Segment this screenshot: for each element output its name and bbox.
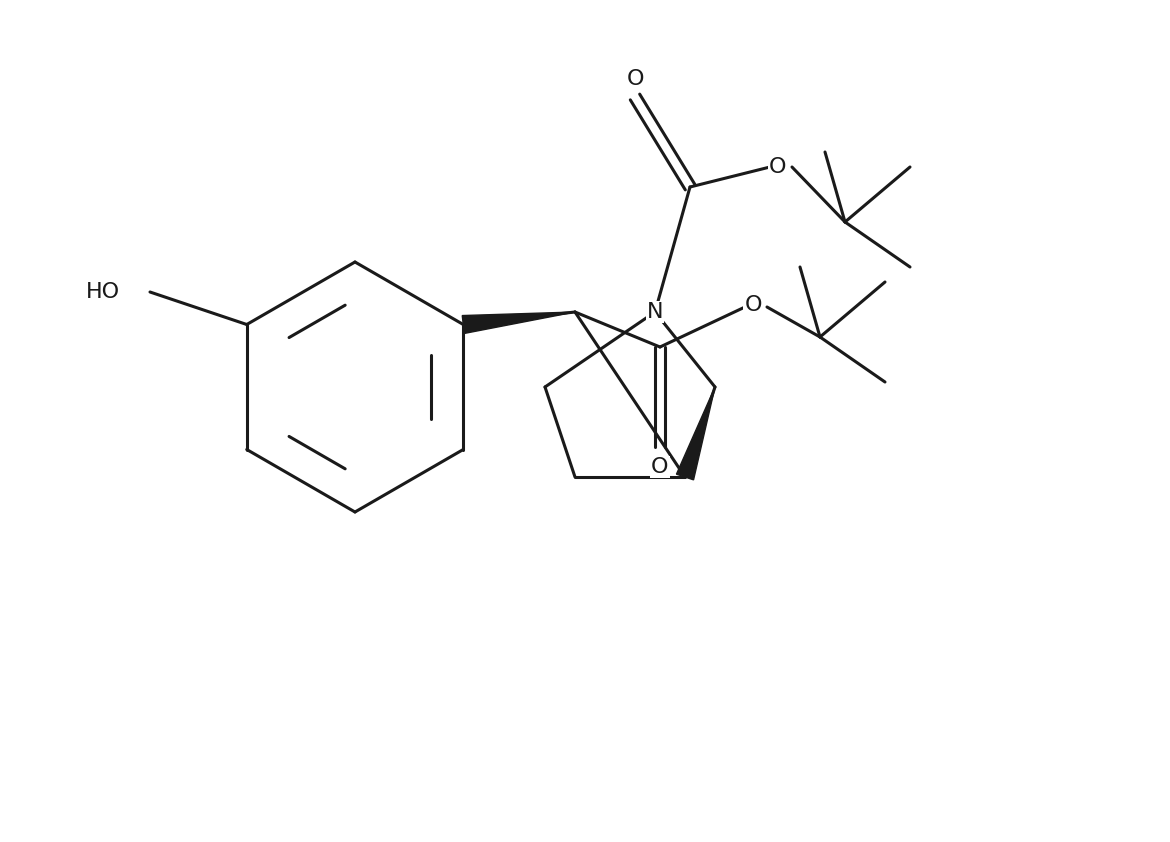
Text: O: O — [652, 457, 669, 477]
Text: O: O — [769, 157, 786, 177]
Text: N: N — [647, 302, 663, 322]
Text: O: O — [626, 69, 644, 89]
Polygon shape — [676, 387, 715, 480]
Text: HO: HO — [85, 282, 121, 302]
Polygon shape — [462, 312, 574, 333]
Text: O: O — [744, 295, 762, 315]
